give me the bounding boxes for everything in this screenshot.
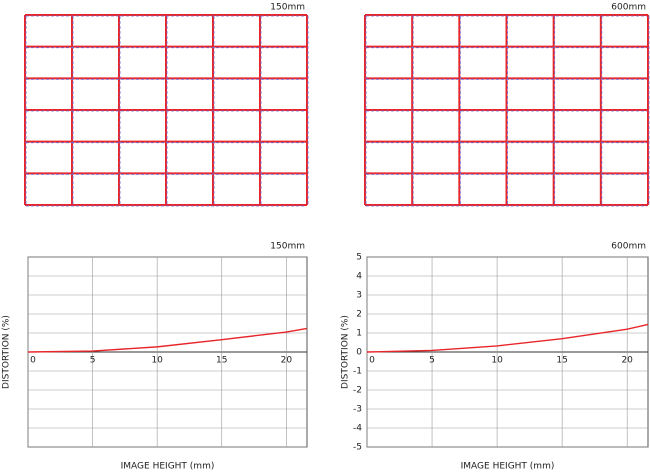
- y-tick-label: 5: [356, 253, 362, 263]
- x-tick-label: 0: [30, 356, 36, 366]
- panel-label: 600mm: [611, 242, 646, 252]
- x-tick-label: 5: [429, 356, 435, 366]
- panel-label: 150mm: [270, 242, 305, 252]
- panel-label: 150mm: [270, 3, 305, 13]
- y-tick-label: -1: [353, 367, 362, 377]
- y-tick-label: 0: [356, 348, 362, 358]
- distortion-line: [366, 323, 649, 353]
- panel-label: 600mm: [611, 3, 646, 13]
- y-axis-label: DISTORTION (%): [2, 315, 12, 389]
- x-tick-label: 10: [151, 356, 163, 366]
- x-axis-label: IMAGE HEIGHT (mm): [121, 462, 215, 472]
- x-axis-label: IMAGE HEIGHT (mm): [461, 462, 555, 472]
- distortion-line: [27, 327, 308, 353]
- y-tick-label: 3: [356, 291, 362, 301]
- y-tick-label: 2: [356, 310, 362, 320]
- y-tick-label: 4: [356, 272, 362, 282]
- x-tick-label: 0: [369, 356, 375, 366]
- x-tick-label: 15: [556, 356, 567, 366]
- y-tick-label: 1: [356, 329, 362, 339]
- y-tick-label: -5: [353, 443, 362, 453]
- x-tick-label: 20: [621, 356, 633, 366]
- y-axis-label: DISTORTION (%): [341, 315, 351, 389]
- y-tick-label: -4: [353, 424, 362, 434]
- x-tick-label: 15: [216, 356, 227, 366]
- x-tick-label: 20: [281, 356, 293, 366]
- x-tick-label: 10: [491, 356, 503, 366]
- x-tick-label: 5: [90, 356, 96, 366]
- y-tick-label: -2: [353, 386, 362, 396]
- y-tick-label: -3: [353, 405, 362, 415]
